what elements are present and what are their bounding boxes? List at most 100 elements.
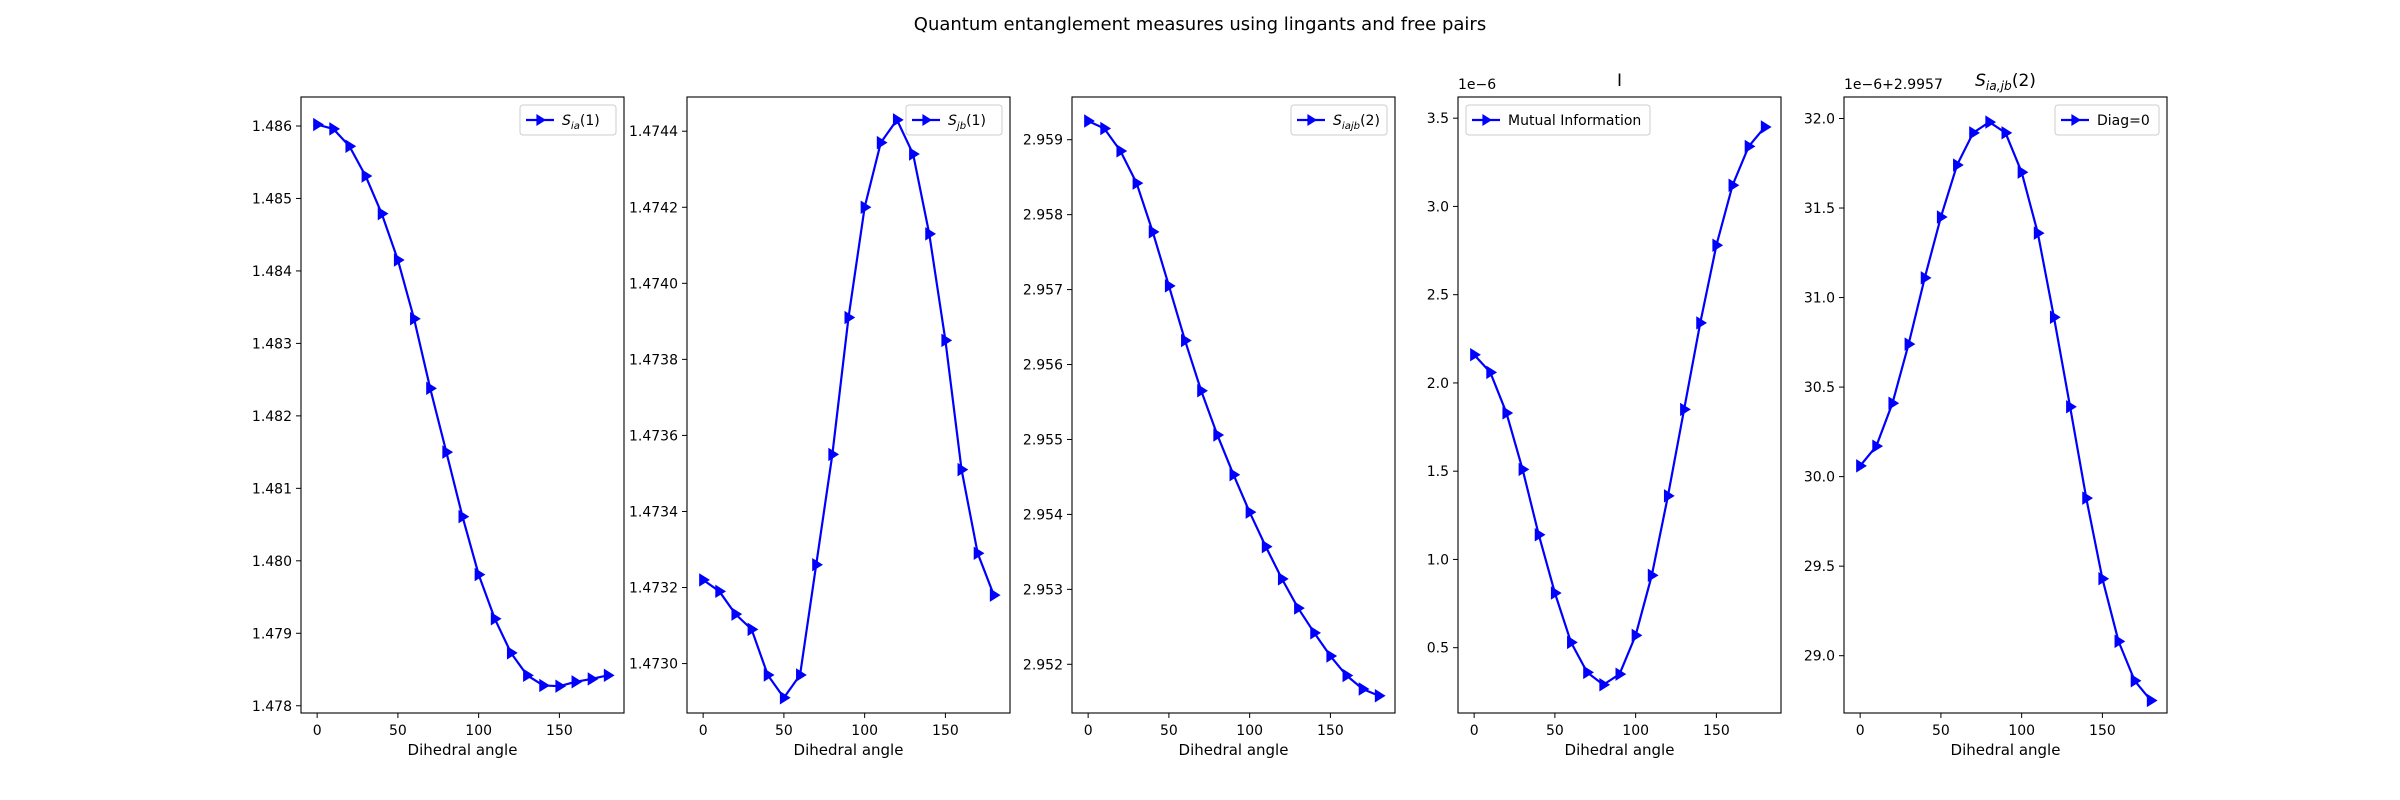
legend-marker xyxy=(922,114,932,126)
y-tick-label: 1.481 xyxy=(252,481,292,497)
y-tick-label: 1.483 xyxy=(252,336,292,352)
x-tick-label: 150 xyxy=(1703,723,1730,739)
y-tick-label: 2.953 xyxy=(1023,582,1063,598)
data-point xyxy=(1856,459,1867,473)
data-point xyxy=(876,135,888,150)
data-point xyxy=(1213,428,1225,442)
legend-label: Sia(1) xyxy=(562,113,600,132)
subplot-5: 0 50 100 150 29.0 29.5 30.0 30.5 31.0 31.5 32.0 Dih… xyxy=(1804,71,2168,759)
data-point xyxy=(1534,528,1546,542)
data-point xyxy=(2146,693,2158,708)
legend: Siajb(2) xyxy=(1290,104,1388,136)
y-tick-label: 2.952 xyxy=(1023,657,1063,673)
x-tick-label: 50 xyxy=(389,723,407,739)
legend-label: Sjb(1) xyxy=(948,113,986,132)
y-tick-label: 1.4742 xyxy=(629,200,678,216)
y-tick-label: 2.954 xyxy=(1023,507,1063,523)
y-axis-offset-label: 1e−6+2.9957 xyxy=(1844,77,1943,93)
y-tick-label: 29.0 xyxy=(1804,649,1835,665)
data-point xyxy=(779,691,791,705)
data-point xyxy=(1358,682,1370,696)
subplot-1: 0 50 100 150 1.478 1.479 1.480 1.481 1.482 1.483 1… xyxy=(252,96,625,759)
data-point xyxy=(699,573,710,587)
data-point xyxy=(1181,333,1192,348)
y-tick-label: 2.0 xyxy=(1427,376,1449,392)
x-tick-label: 50 xyxy=(1160,723,1178,739)
data-point xyxy=(747,622,759,637)
y-tick-label: 1.0 xyxy=(1427,552,1449,568)
panel-title-main: S xyxy=(1975,71,1986,91)
data-point xyxy=(2098,571,2110,586)
data-point xyxy=(1470,347,1481,362)
data-point xyxy=(2114,634,2126,649)
x-tick-label: 100 xyxy=(1622,723,1649,739)
data-point xyxy=(361,169,373,183)
data-point xyxy=(1583,665,1594,680)
y-tick-label: 1.4738 xyxy=(629,352,678,368)
y-tick-label: 29.5 xyxy=(1804,559,1835,575)
data-point xyxy=(1744,139,1756,154)
legend-marker xyxy=(1482,114,1492,126)
data-point xyxy=(1936,210,1948,224)
data-point xyxy=(1502,406,1514,420)
x-tick-label: 100 xyxy=(2008,723,2035,739)
x-tick-label: 50 xyxy=(775,723,793,739)
data-point xyxy=(1374,689,1386,703)
data-point xyxy=(860,200,872,214)
data-point xyxy=(313,117,324,132)
data-point xyxy=(1599,678,1611,692)
legend-label-sub: iajb xyxy=(1342,121,1360,132)
legend-label: Mutual Information xyxy=(1508,113,1641,129)
data-point xyxy=(844,310,856,325)
legend-label-sub: jb xyxy=(955,121,966,132)
data-point xyxy=(1486,365,1498,380)
data-point xyxy=(1342,668,1354,683)
legend-label: Siajb(2) xyxy=(1333,113,1380,132)
data-point xyxy=(1116,144,1128,158)
y-tick-label: 30.5 xyxy=(1804,380,1835,396)
legend-label-tail: (1) xyxy=(580,113,600,129)
data-point xyxy=(731,607,743,621)
y-tick-label: 1.4730 xyxy=(629,657,678,673)
data-point xyxy=(1310,626,1322,640)
y-tick-label: 3.5 xyxy=(1427,111,1449,127)
x-tick-label: 0 xyxy=(699,723,708,739)
plot-area-frame xyxy=(1457,96,1782,714)
x-tick-label: 100 xyxy=(851,723,878,739)
data-point xyxy=(1663,489,1675,503)
x-axis-label: Dihedral angle xyxy=(1565,741,1675,759)
legend-label-tail: (1) xyxy=(966,113,986,129)
data-point xyxy=(1696,316,1708,330)
data-point xyxy=(941,333,953,348)
data-point xyxy=(555,679,567,693)
x-axis-label: Dihedral angle xyxy=(794,741,904,759)
data-point xyxy=(442,445,454,459)
x-tick-label: 100 xyxy=(465,723,492,739)
data-point xyxy=(490,612,502,626)
data-point xyxy=(909,147,920,161)
data-point xyxy=(345,139,357,154)
data-point xyxy=(2066,400,2077,414)
data-point xyxy=(329,122,341,136)
x-tick-label: 50 xyxy=(1932,723,1950,739)
x-tick-label: 0 xyxy=(1856,723,1865,739)
data-point xyxy=(603,668,615,683)
legend-label-tail: (2) xyxy=(1360,113,1380,129)
data-point xyxy=(1647,568,1659,583)
data-point xyxy=(2049,310,2061,324)
y-tick-label: 2.5 xyxy=(1427,288,1449,304)
data-point xyxy=(1550,586,1562,600)
data-point xyxy=(426,381,437,396)
subplot-2: 0 50 100 150 1.4730 1.4732 1.4734 1.4736 1.4738 1… xyxy=(629,96,1011,759)
data-point xyxy=(1615,667,1627,681)
x-tick-label: 50 xyxy=(1546,723,1564,739)
y-tick-label: 1.478 xyxy=(252,699,292,715)
data-point xyxy=(1229,467,1241,482)
data-point xyxy=(377,206,389,221)
y-tick-label: 2.956 xyxy=(1023,358,1063,374)
data-point xyxy=(1100,121,1112,136)
x-tick-label: 0 xyxy=(1084,723,1093,739)
legend-label-main: S xyxy=(1333,113,1342,129)
legend-label-main: S xyxy=(948,113,957,129)
legend-box xyxy=(1465,104,1651,136)
